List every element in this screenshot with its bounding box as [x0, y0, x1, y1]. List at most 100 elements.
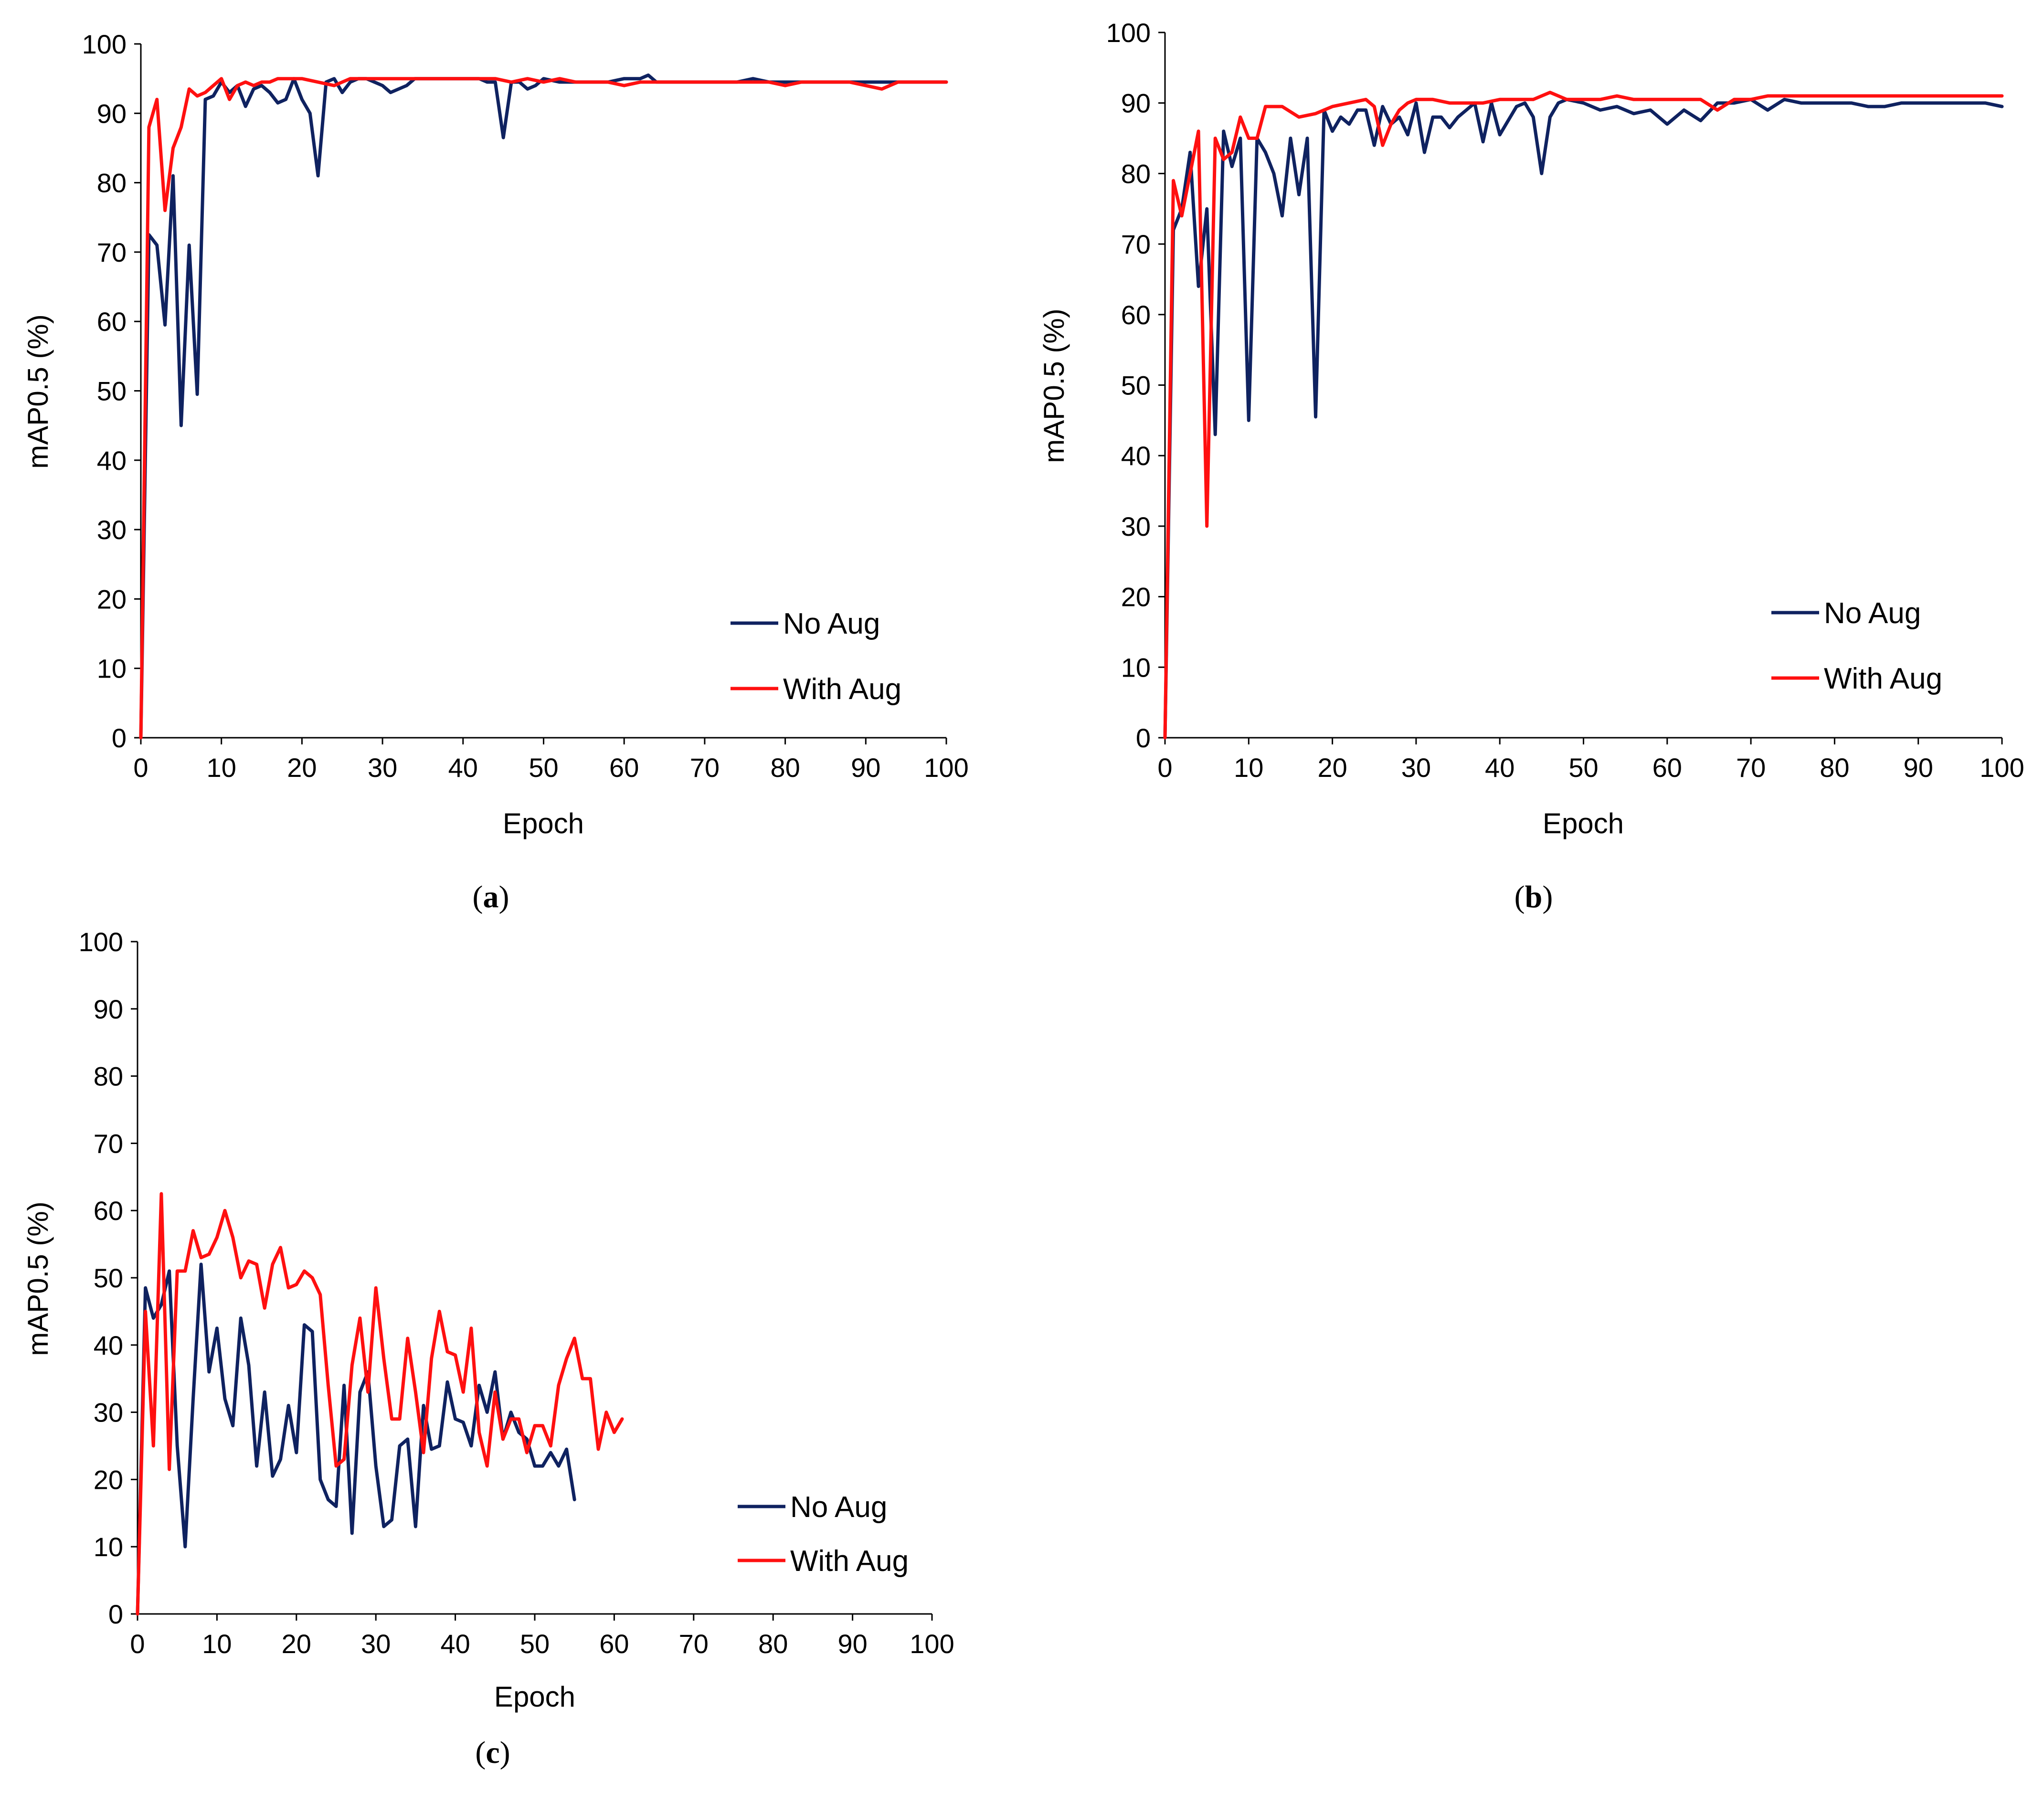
x-tick-label-b-50: 50 — [1568, 753, 1598, 783]
x-tick-label-c-90: 90 — [837, 1629, 867, 1659]
series-layer-b — [1163, 91, 2004, 740]
x-tick-label-a-10: 10 — [207, 753, 236, 783]
y-tick-label-c-20: 20 — [94, 1464, 123, 1495]
x-tick-label-a-80: 80 — [770, 753, 800, 783]
legend-label-with-aug-c: With Aug — [790, 1545, 909, 1578]
y-tick-label-c-100: 100 — [79, 927, 123, 957]
x-tick-label-a-100: 100 — [924, 753, 968, 783]
x-tick-label-b-100: 100 — [1980, 753, 2024, 783]
x-tick-label-a-70: 70 — [690, 753, 720, 783]
axes-b: 0 10 20 30 40 50 60 70 80 90 100 0 10 20 30 40 50 60 70 80 9… — [1106, 18, 2024, 783]
y-tick-label-c-70: 70 — [94, 1128, 123, 1158]
y-tick-label-b-40: 40 — [1121, 441, 1151, 471]
y-tick-label-b-30: 30 — [1121, 511, 1151, 541]
caption-letter-c: c — [486, 1735, 499, 1770]
y-tick-label-a-80: 80 — [97, 168, 127, 198]
axes-a: 0 10 20 30 40 50 60 70 80 90 100 0 10 20 30 40 50 60 70 80 9… — [82, 29, 969, 783]
x-tick-label-b-70: 70 — [1736, 753, 1766, 783]
x-tick-label-a-0: 0 — [133, 753, 148, 783]
y-tick-label-a-40: 40 — [97, 446, 127, 476]
y-tick-label-c-30: 30 — [94, 1398, 123, 1428]
chart-panel-a: 0 10 20 30 40 50 60 70 80 90 100 0 10 20 30 40 50 60 70 80 9… — [22, 29, 969, 914]
x-tick-label-a-50: 50 — [529, 753, 558, 783]
y-tick-label-c-80: 80 — [94, 1061, 123, 1092]
series-line-no-aug-c — [136, 1263, 576, 1616]
y-tick-label-a-100: 100 — [82, 29, 127, 59]
x-tick-label-b-60: 60 — [1652, 753, 1682, 783]
series-line-with-aug-c — [136, 1192, 624, 1616]
y-tick-label-b-10: 10 — [1121, 652, 1151, 682]
y-tick-label-b-0: 0 — [1136, 723, 1151, 753]
x-tick-label-b-20: 20 — [1317, 753, 1347, 783]
x-tick-label-a-30: 30 — [368, 753, 397, 783]
y-tick-label-b-80: 80 — [1121, 159, 1151, 189]
y-axis-title-b: mAP0.5 (%) — [1038, 308, 1070, 463]
x-axis-title-b: Epoch — [1543, 807, 1624, 839]
legend-label-no-aug-b: No Aug — [1824, 597, 1921, 630]
x-tick-label-c-40: 40 — [440, 1629, 470, 1659]
caption-c: (c) — [475, 1735, 510, 1770]
x-tick-label-b-90: 90 — [1904, 753, 1933, 783]
series-line-with-aug-b — [1163, 91, 2004, 740]
x-tick-label-b-40: 40 — [1485, 753, 1514, 783]
y-tick-label-c-60: 60 — [94, 1196, 123, 1226]
legend-label-with-aug-a: With Aug — [783, 673, 901, 706]
y-tick-label-b-50: 50 — [1121, 371, 1151, 401]
x-tick-label-c-100: 100 — [910, 1629, 954, 1659]
chart-panel-b: 0 10 20 30 40 50 60 70 80 90 100 0 10 20 30 40 50 60 70 80 9… — [1038, 18, 2024, 914]
x-tick-label-c-70: 70 — [679, 1629, 709, 1659]
x-tick-label-c-60: 60 — [599, 1629, 629, 1659]
series-layer-c — [136, 1192, 624, 1616]
x-tick-label-a-60: 60 — [609, 753, 639, 783]
y-tick-label-c-90: 90 — [94, 994, 123, 1024]
y-tick-label-b-100: 100 — [1106, 18, 1151, 48]
x-tick-label-c-30: 30 — [361, 1629, 391, 1659]
y-axis-title-c: mAP0.5 (%) — [22, 1201, 54, 1356]
y-tick-label-b-70: 70 — [1121, 229, 1151, 259]
y-tick-label-a-60: 60 — [97, 307, 127, 337]
x-tick-label-a-20: 20 — [287, 753, 317, 783]
y-tick-label-a-0: 0 — [112, 723, 127, 753]
legend-label-no-aug-a: No Aug — [783, 607, 880, 640]
x-tick-label-c-10: 10 — [202, 1629, 232, 1659]
y-tick-label-b-60: 60 — [1121, 300, 1151, 330]
y-tick-label-c-0: 0 — [108, 1599, 123, 1629]
y-tick-label-b-90: 90 — [1121, 88, 1151, 118]
x-tick-label-c-80: 80 — [758, 1629, 788, 1659]
chart-panel-c: 0 10 20 30 40 50 60 70 80 90 100 0 10 20 30 40 50 60 70 80 9… — [22, 927, 954, 1770]
y-tick-label-a-30: 30 — [97, 515, 127, 545]
y-tick-label-a-90: 90 — [97, 98, 127, 128]
x-tick-label-c-50: 50 — [520, 1629, 550, 1659]
caption-a: (a) — [473, 880, 509, 914]
caption-b: (b) — [1514, 880, 1553, 914]
y-tick-label-a-10: 10 — [97, 654, 127, 684]
y-tick-label-a-50: 50 — [97, 376, 127, 406]
axes-c: 0 10 20 30 40 50 60 70 80 90 100 0 10 20 30 40 50 60 70 80 9… — [79, 927, 954, 1659]
y-tick-label-a-20: 20 — [97, 584, 127, 614]
y-tick-label-a-70: 70 — [97, 237, 127, 267]
legend-a: No Aug With Aug — [731, 607, 901, 706]
x-axis-title-a: Epoch — [503, 807, 584, 839]
x-tick-label-a-40: 40 — [448, 753, 478, 783]
y-tick-label-c-40: 40 — [94, 1330, 123, 1360]
x-tick-label-b-30: 30 — [1401, 753, 1431, 783]
legend-label-no-aug-c: No Aug — [790, 1491, 887, 1524]
y-tick-label-c-10: 10 — [94, 1532, 123, 1562]
series-layer-a — [139, 73, 948, 740]
legend-label-with-aug-b: With Aug — [1824, 662, 1942, 695]
x-tick-label-a-90: 90 — [851, 753, 880, 783]
x-tick-label-c-0: 0 — [130, 1629, 145, 1659]
series-line-with-aug-a — [139, 77, 948, 740]
y-tick-label-c-50: 50 — [94, 1263, 123, 1293]
x-tick-label-b-10: 10 — [1234, 753, 1263, 783]
x-tick-label-b-80: 80 — [1820, 753, 1849, 783]
x-axis-title-c: Epoch — [494, 1681, 575, 1713]
x-tick-label-c-20: 20 — [282, 1629, 311, 1659]
y-tick-label-b-20: 20 — [1121, 582, 1151, 612]
legend-c: No Aug With Aug — [738, 1491, 909, 1578]
y-axis-title-a: mAP0.5 (%) — [22, 314, 54, 468]
series-line-no-aug-b — [1163, 97, 2004, 740]
caption-letter-b: b — [1525, 880, 1543, 914]
x-tick-label-b-0: 0 — [1157, 753, 1172, 783]
